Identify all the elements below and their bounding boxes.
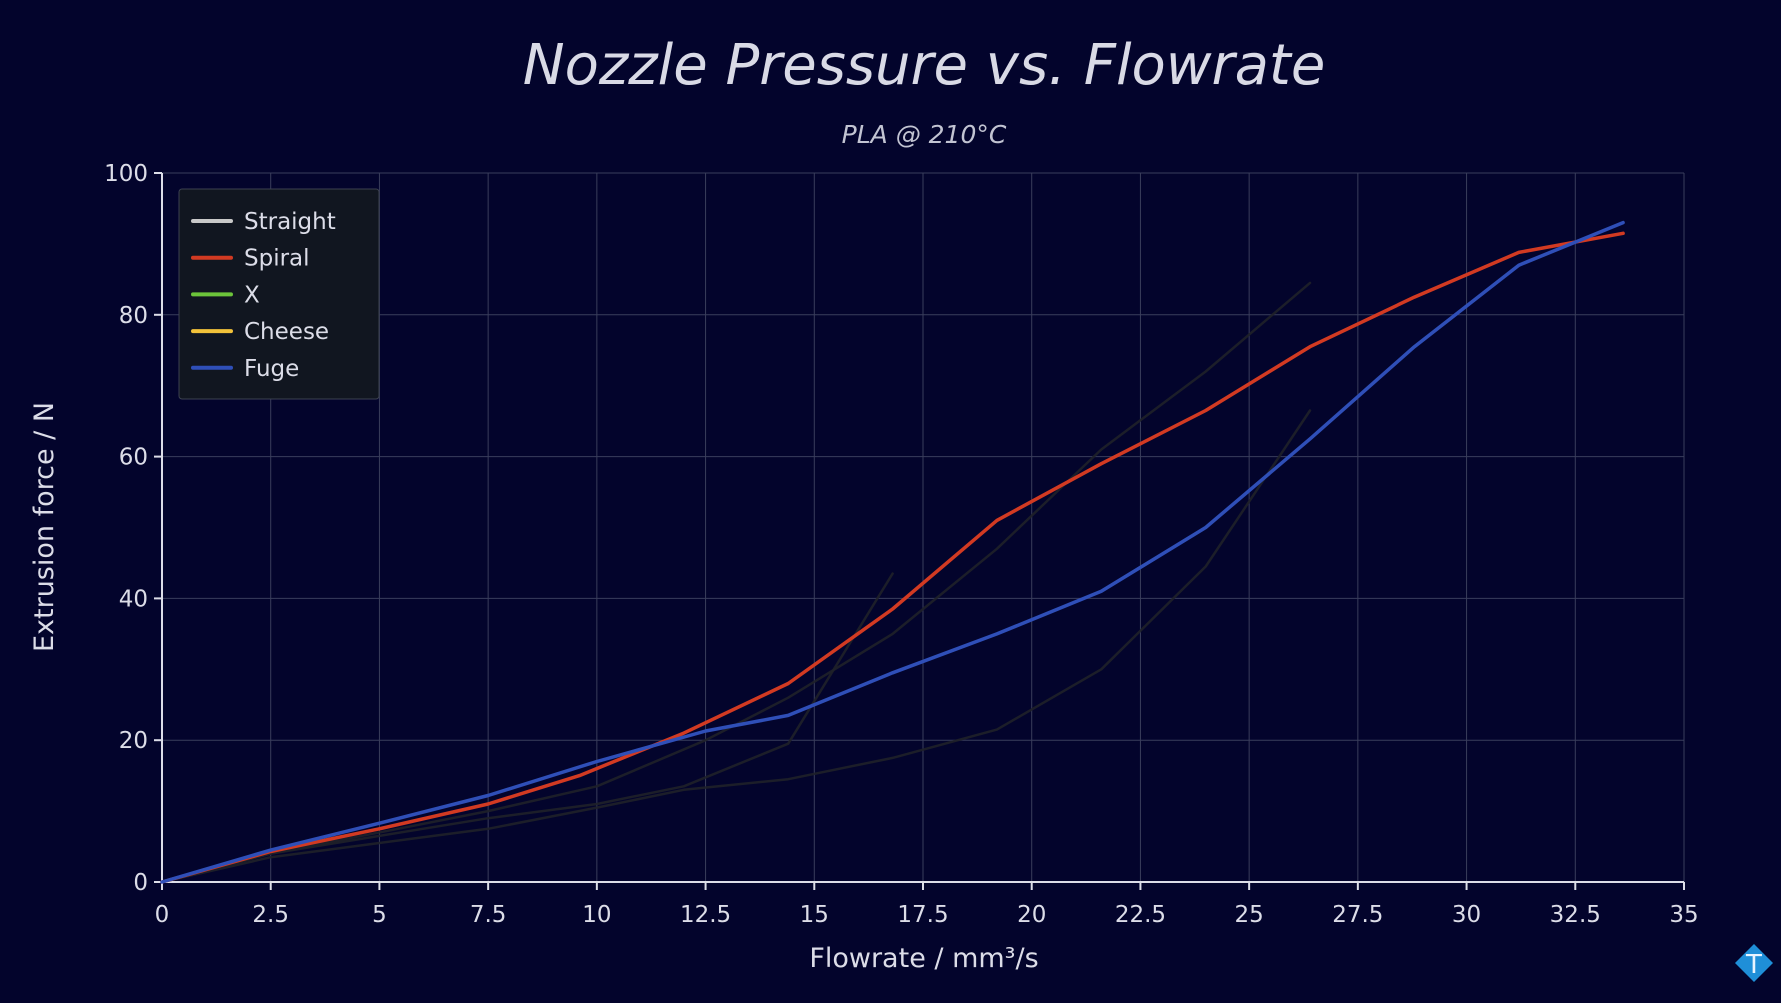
x-tick-label: 0 bbox=[155, 902, 170, 928]
axes bbox=[154, 172, 1685, 890]
y-tick-label: 20 bbox=[119, 728, 148, 754]
x-tick-label: 25 bbox=[1235, 902, 1264, 928]
y-tick-label: 40 bbox=[119, 586, 148, 612]
series-line-fuge bbox=[160, 220, 1625, 884]
series-group bbox=[160, 220, 1625, 884]
x-tick-label: 10 bbox=[582, 902, 611, 928]
x-tick-label: 22.5 bbox=[1115, 902, 1166, 928]
x-tick-label: 32.5 bbox=[1550, 902, 1601, 928]
y-tick-label: 100 bbox=[104, 161, 148, 187]
chart-subtitle: PLA @ 210°C bbox=[842, 120, 1007, 149]
legend-label-x: X bbox=[244, 282, 260, 308]
x-axis-label: Flowrate / mm³/s bbox=[809, 943, 1038, 974]
y-axis-label: Extrusion force / N bbox=[29, 402, 60, 652]
brand-logo: T bbox=[1735, 944, 1773, 982]
chart-title: Nozzle Pressure vs. Flowrate bbox=[523, 33, 1326, 98]
legend-box bbox=[178, 188, 380, 400]
y-tick-labels: 0 20 40 60 80 100 bbox=[104, 161, 148, 896]
brand-logo-diamond bbox=[1735, 944, 1773, 982]
brand-logo-letter: T bbox=[1745, 950, 1762, 980]
x-tick-label: 12.5 bbox=[680, 902, 731, 928]
x-tick-label: 35 bbox=[1669, 902, 1698, 928]
y-tick-label: 60 bbox=[119, 445, 148, 471]
legend-label-straight: Straight bbox=[244, 209, 336, 235]
legend: Straight Spiral X Cheese Fuge bbox=[178, 188, 380, 400]
x-tick-label: 27.5 bbox=[1332, 902, 1383, 928]
x-tick-label: 30 bbox=[1452, 902, 1481, 928]
series-line-x bbox=[160, 281, 1312, 884]
legend-label-fuge: Fuge bbox=[244, 356, 299, 382]
x-tick-label: 20 bbox=[1017, 902, 1046, 928]
x-tick-label: 17.5 bbox=[897, 902, 948, 928]
x-tick-label: 5 bbox=[372, 902, 387, 928]
y-tick-label: 0 bbox=[133, 870, 148, 896]
x-tick-labels: 0 2.5 5 7.5 10 12.5 15 17.5 20 22.5 25 27.5 30 32.5 35 bbox=[155, 902, 1699, 928]
legend-label-cheese: Cheese bbox=[244, 319, 329, 345]
legend-label-spiral: Spiral bbox=[244, 246, 310, 272]
y-tick-label: 80 bbox=[119, 303, 148, 329]
x-tick-label: 15 bbox=[800, 902, 829, 928]
x-tick-label: 2.5 bbox=[252, 902, 289, 928]
series-line-spiral bbox=[160, 231, 1625, 884]
series-line-cheese bbox=[160, 409, 1312, 884]
x-tick-label: 7.5 bbox=[470, 902, 507, 928]
